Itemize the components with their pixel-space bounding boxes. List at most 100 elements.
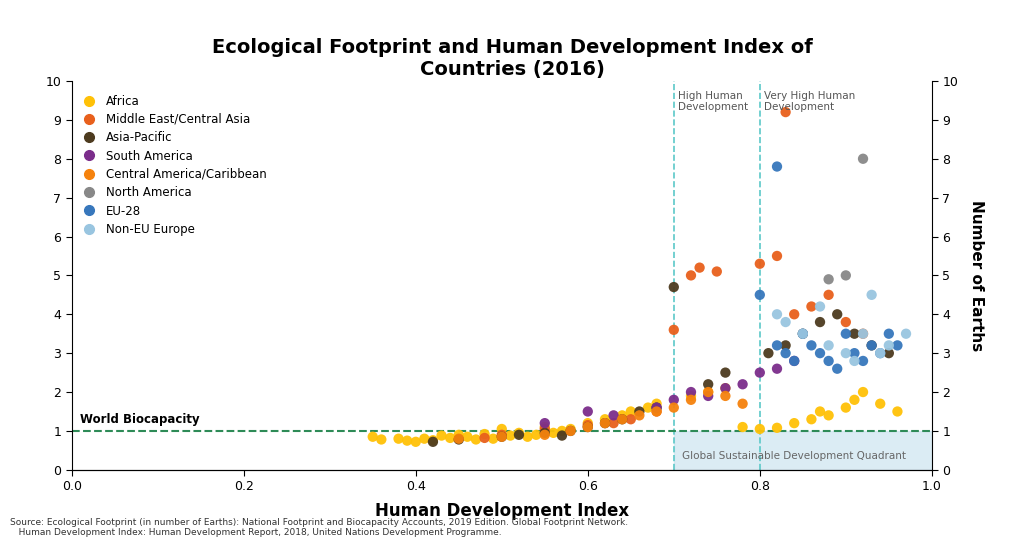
Point xyxy=(597,415,613,423)
Point xyxy=(562,424,579,433)
Point xyxy=(580,419,596,428)
Point xyxy=(717,384,733,393)
Point xyxy=(872,349,889,357)
Point xyxy=(494,433,510,441)
Point xyxy=(562,427,579,435)
Point xyxy=(846,349,862,357)
Text: High Human
Development: High Human Development xyxy=(678,91,749,112)
Point xyxy=(889,407,905,416)
Point xyxy=(760,349,776,357)
Point xyxy=(889,341,905,350)
Point xyxy=(700,392,717,400)
Point xyxy=(476,430,493,438)
Point xyxy=(580,421,596,429)
Point xyxy=(597,419,613,428)
Point xyxy=(752,424,768,433)
Point xyxy=(511,429,527,437)
Point xyxy=(494,433,510,441)
Point xyxy=(769,423,785,432)
Point xyxy=(451,430,467,439)
Point xyxy=(752,259,768,268)
Text: Very High Human
Development: Very High Human Development xyxy=(764,91,855,112)
Point xyxy=(365,433,381,441)
Point xyxy=(709,267,725,276)
Point xyxy=(416,434,432,443)
Point xyxy=(614,415,631,423)
Legend: Africa, Middle East/Central Asia, Asia-Pacific, South America, Central America/C: Africa, Middle East/Central Asia, Asia-P… xyxy=(78,94,266,236)
Point xyxy=(769,162,785,171)
Point xyxy=(700,388,717,396)
Point xyxy=(623,407,639,416)
Point xyxy=(442,434,459,442)
Point xyxy=(373,435,389,444)
Point xyxy=(691,264,708,272)
Point xyxy=(648,403,665,412)
Point xyxy=(717,368,733,377)
Point xyxy=(562,427,579,435)
Point xyxy=(838,318,854,326)
Point xyxy=(537,430,553,439)
Point xyxy=(769,310,785,319)
Point xyxy=(803,302,819,311)
Point xyxy=(734,423,751,431)
Point xyxy=(683,392,699,400)
Point xyxy=(537,429,553,437)
Point xyxy=(777,318,794,326)
Point xyxy=(855,329,871,338)
Point xyxy=(666,326,682,334)
Point xyxy=(433,431,450,440)
Point xyxy=(537,424,553,433)
Point xyxy=(752,291,768,299)
Point xyxy=(777,349,794,357)
Point xyxy=(666,395,682,404)
Point xyxy=(683,395,699,404)
Point xyxy=(812,407,828,416)
Point xyxy=(734,380,751,389)
Point xyxy=(863,341,880,350)
Point xyxy=(399,436,416,445)
Point xyxy=(812,318,828,326)
Point xyxy=(812,302,828,311)
Point xyxy=(605,419,622,428)
Point xyxy=(820,341,837,350)
Point xyxy=(468,435,484,444)
Point xyxy=(786,356,803,365)
Point xyxy=(640,403,656,412)
Point xyxy=(863,291,880,299)
Point xyxy=(769,341,785,350)
Point xyxy=(786,356,803,365)
Point xyxy=(872,400,889,408)
Text: Global Sustainable Development Quadrant: Global Sustainable Development Quadrant xyxy=(682,451,906,461)
Text: Ecological Footprint and Human Development Index of
Countries (2016): Ecological Footprint and Human Developme… xyxy=(212,38,812,79)
Point xyxy=(855,388,871,396)
Point xyxy=(494,424,510,433)
Point xyxy=(554,431,570,440)
Point xyxy=(795,329,811,338)
Point xyxy=(881,329,897,338)
Point xyxy=(795,329,811,338)
Point xyxy=(537,423,553,431)
Point xyxy=(408,437,424,446)
Point xyxy=(545,429,561,437)
Point xyxy=(623,415,639,423)
Point xyxy=(511,430,527,439)
Point xyxy=(700,388,717,396)
Point xyxy=(855,329,871,338)
Point xyxy=(769,252,785,260)
Point xyxy=(838,329,854,338)
Point xyxy=(648,400,665,408)
Point xyxy=(614,411,631,420)
Text: World Biocapacity: World Biocapacity xyxy=(80,413,200,426)
Point xyxy=(734,400,751,408)
Point xyxy=(425,436,441,444)
Point xyxy=(898,329,914,338)
Point xyxy=(855,356,871,365)
Point xyxy=(390,434,407,443)
Point xyxy=(820,411,837,420)
Point xyxy=(881,349,897,357)
Point xyxy=(528,430,545,439)
Point xyxy=(881,341,897,350)
Point xyxy=(717,384,733,393)
Point xyxy=(820,291,837,299)
Point xyxy=(812,349,828,357)
